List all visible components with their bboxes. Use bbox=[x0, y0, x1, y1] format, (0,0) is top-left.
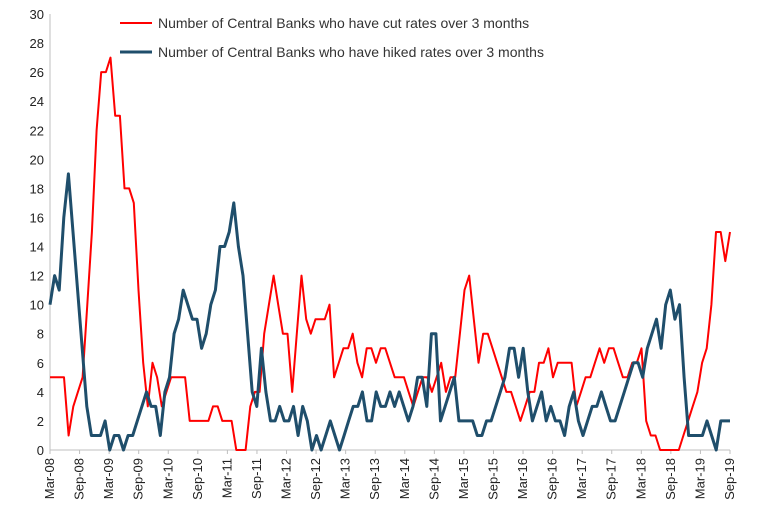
x-tick-label: Mar-19 bbox=[692, 458, 707, 499]
x-tick-label: Mar-09 bbox=[101, 458, 116, 499]
x-tick-label: Mar-11 bbox=[219, 458, 234, 498]
x-tick-label: Sep-15 bbox=[485, 458, 500, 500]
y-tick-label: 4 bbox=[37, 385, 44, 400]
x-tick-label: Sep-13 bbox=[367, 458, 382, 500]
y-tick-label: 26 bbox=[30, 65, 44, 80]
x-tick-label: Mar-15 bbox=[456, 458, 471, 499]
y-tick-label: 22 bbox=[30, 123, 44, 138]
x-tick-label: Mar-08 bbox=[42, 458, 57, 499]
y-tick-label: 12 bbox=[30, 269, 44, 284]
x-tick-label: Sep-11 bbox=[249, 458, 264, 499]
legend: Number of Central Banks who have cut rat… bbox=[120, 15, 544, 60]
y-tick-label: 24 bbox=[30, 94, 44, 109]
legend-label-hiked: Number of Central Banks who have hiked r… bbox=[158, 44, 544, 60]
y-tick-label: 2 bbox=[37, 414, 44, 429]
y-tick-label: 30 bbox=[30, 7, 44, 22]
y-tick-label: 14 bbox=[30, 240, 44, 255]
x-tick-label: Sep-08 bbox=[72, 458, 87, 500]
plot-lines bbox=[48, 56, 731, 452]
x-tick-label: Sep-17 bbox=[604, 458, 619, 500]
x-tick-label: Sep-14 bbox=[426, 458, 441, 500]
x-tick-label: Sep-09 bbox=[131, 458, 146, 500]
x-tick-label: Sep-19 bbox=[722, 458, 737, 500]
x-tick-label: Mar-18 bbox=[633, 458, 648, 499]
x-tick-label: Mar-12 bbox=[279, 458, 294, 499]
series-line-hiked bbox=[48, 172, 730, 452]
x-tick-label: Mar-10 bbox=[160, 458, 175, 499]
y-tick-label: 10 bbox=[30, 298, 44, 313]
y-tick-label: 28 bbox=[30, 36, 44, 51]
y-tick-label: 6 bbox=[37, 356, 44, 371]
legend-label-cut: Number of Central Banks who have cut rat… bbox=[158, 15, 529, 31]
x-tick-label: Sep-16 bbox=[545, 458, 560, 500]
x-tick-label: Mar-16 bbox=[515, 458, 530, 499]
y-tick-label: 0 bbox=[37, 443, 44, 458]
x-tick-label: Sep-12 bbox=[308, 458, 323, 500]
x-tick-label: Mar-13 bbox=[338, 458, 353, 499]
x-tick-label: Sep-18 bbox=[663, 458, 678, 500]
y-tick-label: 8 bbox=[37, 327, 44, 342]
x-tick-label: Mar-17 bbox=[574, 458, 589, 499]
x-tick-label: Mar-14 bbox=[397, 458, 412, 499]
y-tick-label: 16 bbox=[30, 210, 44, 225]
x-tick-label: Sep-10 bbox=[190, 458, 205, 500]
y-tick-label: 20 bbox=[30, 152, 44, 167]
x-axis: Mar-08 Sep-08 Mar-09 Sep-09 Mar-10 Sep-10 Mar-… bbox=[42, 449, 737, 500]
y-tick-label: 18 bbox=[30, 181, 44, 196]
